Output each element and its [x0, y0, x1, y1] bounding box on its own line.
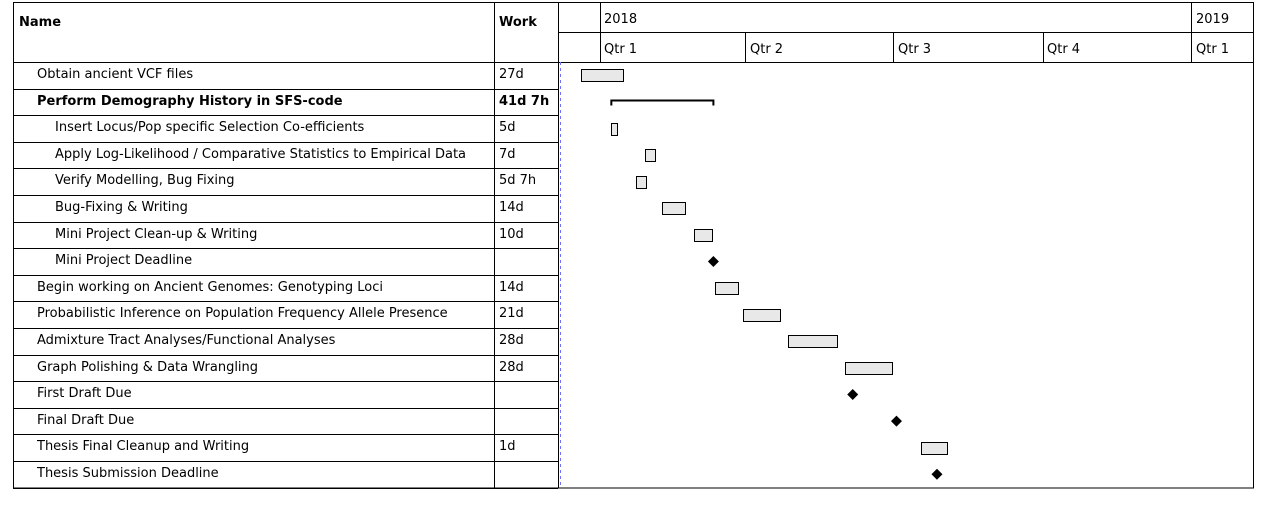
task-bar	[715, 282, 739, 295]
task-bar	[645, 149, 656, 162]
task-bar	[636, 176, 647, 189]
task-name: Admixture Tract Analyses/Functional Anal…	[37, 333, 336, 348]
task-name: Mini Project Deadline	[55, 253, 193, 269]
task-work: 5d	[499, 120, 516, 136]
task-work: 41d 7h	[499, 93, 550, 109]
task-work: 14d	[499, 279, 524, 295]
task-work: 7d	[499, 146, 516, 162]
year-label-2018: 2018	[604, 12, 638, 27]
quarter-label-2: Qtr 2	[750, 42, 784, 57]
quarter-label-5: Qtr 1	[1196, 42, 1230, 57]
task-bar	[694, 229, 713, 242]
task-bar	[743, 309, 781, 322]
milestone-marker	[890, 415, 902, 427]
name-column-header: Name	[19, 15, 62, 30]
task-name: Bug-Fixing & Writing	[55, 200, 188, 215]
milestone-marker	[931, 468, 943, 480]
milestone-marker	[847, 389, 859, 400]
task-name: Verify Modelling, Bug Fixing	[55, 173, 235, 189]
quarter-label-1: Qtr 1	[604, 42, 638, 57]
quarter-label-4: Qtr 4	[1047, 42, 1081, 57]
task-work: 28d	[499, 359, 524, 375]
task-work: 21d	[499, 306, 524, 322]
year-label-2019: 2019	[1196, 12, 1230, 27]
task-name: Apply Log-Likelihood / Comparative Stati…	[55, 146, 467, 162]
task-name: Final Draft Due	[37, 412, 135, 428]
task-bar	[662, 202, 686, 215]
task-work: 1d	[499, 439, 516, 455]
task-bar	[921, 442, 948, 455]
task-work: 5d 7h	[499, 173, 537, 189]
task-bar	[788, 335, 838, 348]
task-bar	[611, 123, 618, 136]
task-work: 14d	[499, 200, 524, 215]
work-column-header: Work	[499, 15, 537, 30]
task-name: Mini Project Clean-up & Writing	[55, 226, 258, 242]
quarter-label-3: Qtr 3	[898, 42, 932, 57]
task-bar	[845, 362, 893, 375]
summary-bar	[610, 99, 715, 106]
task-name: Probabilistic Inference on Population Fr…	[37, 306, 448, 322]
task-name: Thesis Submission Deadline	[37, 466, 219, 481]
task-name: Perform Demography History in SFS-code	[37, 93, 343, 109]
task-work: 27d	[499, 67, 524, 82]
task-name: Insert Locus/Pop specific Selection Co-e…	[55, 120, 365, 136]
task-name: Obtain ancient VCF files	[37, 67, 194, 82]
task-bar	[581, 69, 624, 82]
task-work: 28d	[499, 333, 524, 348]
task-name: Graph Polishing & Data Wrangling	[37, 359, 259, 375]
task-name: Thesis Final Cleanup and Writing	[37, 439, 250, 455]
task-name: First Draft Due	[37, 386, 132, 402]
milestone-marker	[707, 256, 719, 267]
task-work: 10d	[499, 226, 524, 242]
task-name: Begin working on Ancient Genomes: Genoty…	[37, 279, 384, 295]
